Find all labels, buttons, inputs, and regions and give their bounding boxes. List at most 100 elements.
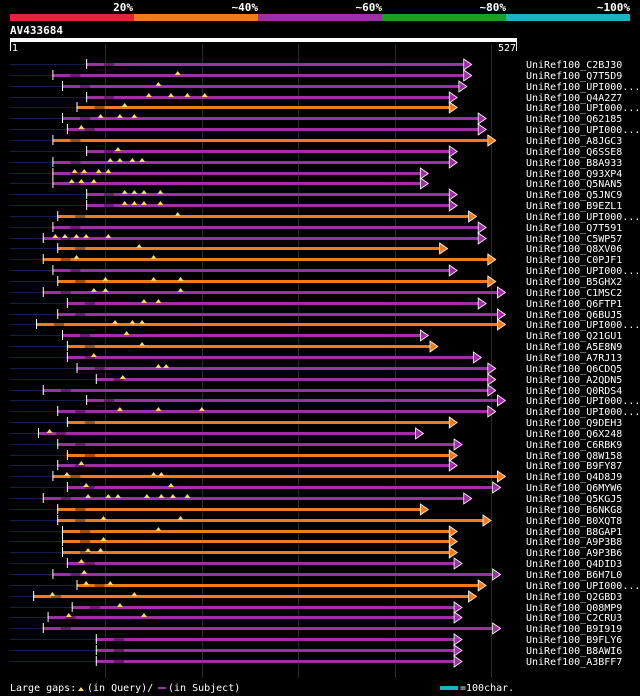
hit-label[interactable]: UniRef100_C6RBK9 [526, 440, 622, 451]
hit-bar[interactable] [57, 313, 499, 316]
hit-bar[interactable] [57, 410, 489, 413]
hit-bar[interactable] [52, 226, 480, 229]
hit-bar[interactable] [62, 551, 451, 554]
hit-label[interactable]: UniRef100_UPI000... [526, 82, 640, 93]
hit-label[interactable]: UniRef100_B8A933 [526, 158, 622, 169]
hit-bar[interactable] [52, 475, 499, 478]
hit-bar[interactable] [76, 584, 480, 587]
hit-row[interactable]: UniRef100_Q4DID3 [10, 557, 622, 570]
hit-row[interactable]: UniRef100_Q6BUJ5 [10, 308, 622, 321]
hit-row[interactable]: UniRef100_Q5JNC9 [10, 188, 622, 201]
hit-row[interactable]: UniRef100_UPI000... [10, 101, 640, 114]
hit-row[interactable]: UniRef100_Q8XV06 [10, 242, 622, 255]
hit-row[interactable]: UniRef100_UPI000... [10, 318, 640, 331]
hit-row[interactable]: UniRef100_UPI000... [10, 264, 640, 277]
hit-label[interactable]: UniRef100_Q5JNC9 [526, 190, 622, 201]
hit-label[interactable]: UniRef100_A3BFF7 [526, 657, 622, 668]
hit-label[interactable]: UniRef100_UPI000... [526, 581, 640, 592]
hit-label[interactable]: UniRef100_Q4A2Z7 [526, 93, 622, 104]
hit-label[interactable]: UniRef100_Q6BUJ5 [526, 310, 622, 321]
hit-label[interactable]: UniRef100_Q4D8J9 [526, 472, 622, 483]
hit-row[interactable]: UniRef100_A8JGC3 [10, 134, 622, 147]
hit-label[interactable]: UniRef100_UPI000... [526, 320, 640, 331]
hit-row[interactable]: UniRef100_Q62185 [10, 112, 622, 125]
hit-row[interactable]: UniRef100_B9EZL1 [10, 199, 622, 212]
hit-bar[interactable] [86, 193, 451, 196]
hit-bar[interactable] [76, 367, 489, 370]
hit-bar[interactable] [66, 302, 480, 305]
hit-bar[interactable] [57, 508, 422, 511]
hit-row[interactable]: UniRef100_Q08MP9 [10, 601, 622, 614]
hit-bar[interactable] [52, 172, 422, 175]
hit-row[interactable]: UniRef100_B0XQT8 [10, 514, 622, 527]
hit-row[interactable]: UniRef100_B9FLY6 [10, 633, 622, 646]
hit-label[interactable]: UniRef100_Q21GU1 [526, 331, 622, 342]
hit-row[interactable]: UniRef100_C2BJ30 [10, 58, 622, 71]
hit-label[interactable]: UniRef100_UPI000... [526, 212, 640, 223]
hit-bar[interactable] [62, 85, 460, 88]
hit-bar[interactable] [42, 237, 480, 240]
hit-bar[interactable] [95, 660, 456, 663]
hit-label[interactable]: UniRef100_Q6MYW6 [526, 483, 622, 494]
hit-label[interactable]: UniRef100_Q8XV06 [526, 244, 622, 255]
hit-label[interactable]: UniRef100_UPI000... [526, 125, 640, 136]
hit-row[interactable]: UniRef100_Q21GU1 [10, 329, 622, 342]
hit-label[interactable]: UniRef100_A5E8N9 [526, 342, 622, 353]
hit-row[interactable]: UniRef100_A2QDN5 [10, 373, 622, 386]
hit-bar[interactable] [42, 291, 499, 294]
hit-label[interactable]: UniRef100_Q2GBD3 [526, 592, 622, 603]
hit-label[interactable]: UniRef100_C0PJF1 [526, 255, 622, 266]
hit-label[interactable]: UniRef100_Q5NAN5 [526, 179, 622, 190]
hit-label[interactable]: UniRef100_A7RJ13 [526, 353, 622, 364]
hit-bar[interactable] [57, 443, 456, 446]
hit-row[interactable]: UniRef100_C1MSC2 [10, 286, 622, 299]
hit-bar[interactable] [86, 150, 451, 153]
hit-bar[interactable] [71, 606, 456, 609]
hit-label[interactable]: UniRef100_UPI000... [526, 396, 640, 407]
hit-bar[interactable] [62, 530, 451, 533]
hit-bar[interactable] [37, 432, 417, 435]
hit-bar[interactable] [66, 486, 494, 489]
hit-label[interactable]: UniRef100_Q5KGJ5 [526, 494, 622, 505]
hit-row[interactable]: UniRef100_B9FY87 [10, 459, 622, 472]
hit-row[interactable]: UniRef100_Q5NAN5 [10, 177, 622, 190]
hit-bar[interactable] [57, 464, 451, 467]
hit-bar[interactable] [52, 139, 489, 142]
hit-label[interactable]: UniRef100_B0XQT8 [526, 516, 622, 527]
hit-bar[interactable] [36, 323, 499, 326]
hit-label[interactable]: UniRef100_C2CRU3 [526, 613, 622, 624]
hit-row[interactable]: UniRef100_C2CRU3 [10, 611, 622, 624]
hit-label[interactable]: UniRef100_Q93XP4 [526, 169, 622, 180]
hit-label[interactable]: UniRef100_A9P3B6 [526, 548, 622, 559]
hit-row[interactable]: UniRef100_UPI000... [10, 394, 640, 407]
hit-bar[interactable] [52, 161, 451, 164]
hit-label[interactable]: UniRef100_Q62185 [526, 114, 622, 125]
hit-bar[interactable] [62, 540, 451, 543]
hit-label[interactable]: UniRef100_Q7T591 [526, 223, 622, 234]
hit-row[interactable]: UniRef100_Q93XP4 [10, 167, 622, 180]
hit-bar[interactable] [33, 595, 470, 598]
hit-label[interactable]: UniRef100_A2QDN5 [526, 375, 622, 386]
hit-row[interactable]: UniRef100_Q6FTP1 [10, 297, 622, 310]
hit-row[interactable]: UniRef100_A9P3B6 [10, 546, 622, 559]
hit-label[interactable]: UniRef100_B5GHX2 [526, 277, 622, 288]
hit-label[interactable]: UniRef100_Q8W158 [526, 451, 622, 462]
hit-bar[interactable] [57, 519, 484, 522]
hit-row[interactable]: UniRef100_A7RJ13 [10, 351, 622, 364]
hit-bar[interactable] [95, 638, 456, 641]
hit-bar[interactable] [86, 204, 451, 207]
hit-row[interactable]: UniRef100_Q4D8J9 [10, 470, 622, 483]
hit-row[interactable]: UniRef100_UPI000... [10, 210, 640, 223]
hit-bar[interactable] [66, 454, 451, 457]
hit-label[interactable]: UniRef100_B9I919 [526, 624, 622, 635]
hit-row[interactable]: UniRef100_Q6X248 [10, 427, 622, 440]
hit-label[interactable]: UniRef100_B8GAP1 [526, 527, 622, 538]
hit-row[interactable]: UniRef100_Q0RDS4 [10, 384, 622, 397]
hit-bar[interactable] [52, 182, 422, 185]
hit-row[interactable]: UniRef100_B8AWI6 [10, 644, 622, 657]
hit-row[interactable]: UniRef100_C5WP57 [10, 232, 622, 245]
hit-row[interactable]: UniRef100_UPI000... [10, 405, 640, 418]
hit-row[interactable]: UniRef100_A9P3B8 [10, 535, 622, 548]
hit-bar[interactable] [86, 96, 451, 99]
hit-bar[interactable] [62, 117, 480, 120]
